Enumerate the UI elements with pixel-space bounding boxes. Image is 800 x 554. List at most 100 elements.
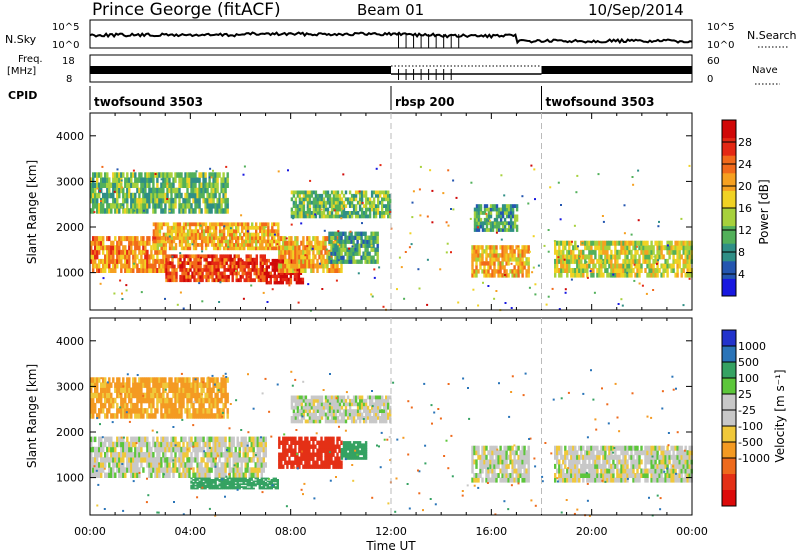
heatmap-cell bbox=[330, 405, 334, 410]
heatmap-cell bbox=[144, 197, 147, 204]
heatmap-cell bbox=[132, 240, 135, 246]
heatmap-cell bbox=[194, 239, 198, 244]
heatmap-cell bbox=[491, 224, 495, 229]
heatmap-cell bbox=[158, 243, 162, 247]
heatmap-cell bbox=[106, 472, 109, 478]
heatmap-cell bbox=[249, 271, 252, 276]
heatmap-cell bbox=[640, 249, 643, 255]
heatmap-cell bbox=[328, 235, 331, 240]
heatmap-cell bbox=[612, 240, 615, 246]
freq-label-line1: Freq. bbox=[18, 54, 43, 65]
heatmap-cell bbox=[199, 261, 202, 265]
heatmap-speckle bbox=[652, 289, 655, 291]
heatmap-cell bbox=[216, 177, 219, 183]
heatmap-cell bbox=[230, 446, 233, 453]
heatmap-cell bbox=[304, 409, 308, 413]
heatmap-cell bbox=[232, 452, 235, 458]
heatmap-cell bbox=[184, 243, 188, 247]
heatmap-cell bbox=[686, 268, 689, 273]
heatmap-cell bbox=[624, 249, 627, 255]
heatmap-cell bbox=[235, 274, 238, 279]
heatmap-cell bbox=[225, 278, 228, 283]
heatmap-cell bbox=[290, 211, 294, 215]
heatmap-cell bbox=[134, 457, 137, 463]
heatmap-cell bbox=[158, 462, 161, 468]
heatmap-cell bbox=[148, 187, 151, 194]
heatmap-cell bbox=[364, 243, 367, 248]
heatmap-cell bbox=[234, 486, 237, 488]
heatmap-cell bbox=[100, 402, 103, 409]
heatmap-cell bbox=[264, 446, 267, 453]
heatmap-cell bbox=[244, 467, 247, 473]
heatmap-cell bbox=[610, 258, 613, 264]
heatmap-cell bbox=[387, 214, 390, 219]
heatmap-cell bbox=[218, 208, 221, 214]
heatmap-cell bbox=[312, 412, 316, 417]
heatmap-cell bbox=[94, 467, 97, 473]
heatmap-cell bbox=[142, 197, 145, 204]
heatmap-cell bbox=[208, 229, 212, 234]
heatmap-cell bbox=[124, 245, 127, 251]
heatmap-cell bbox=[189, 264, 192, 269]
heatmap-cell bbox=[173, 254, 176, 259]
heatmap-cell bbox=[194, 177, 197, 183]
heatmap-cell bbox=[328, 268, 331, 273]
heatmap-cell bbox=[104, 457, 107, 463]
heatmap-cell bbox=[188, 222, 192, 227]
heatmap-cell bbox=[324, 236, 327, 242]
heatmap-cell bbox=[473, 273, 476, 278]
heatmap-cell bbox=[239, 264, 242, 269]
heatmap-cell bbox=[192, 187, 195, 194]
heatmap-cell bbox=[228, 480, 231, 483]
heatmap-cell bbox=[284, 436, 287, 441]
heatmap-cell bbox=[247, 222, 250, 227]
heatmap-cell bbox=[108, 208, 111, 214]
heatmap-cell bbox=[229, 246, 232, 251]
heatmap-cell bbox=[202, 236, 206, 240]
heatmap-cell bbox=[243, 264, 246, 269]
heatmap-cell bbox=[298, 254, 301, 260]
heatmap-cell bbox=[330, 214, 334, 219]
heatmap-cell bbox=[229, 271, 232, 276]
heatmap-cell bbox=[475, 257, 478, 262]
heatmap-cell bbox=[300, 416, 304, 420]
heatmap-cell bbox=[284, 249, 287, 255]
heatmap-cell bbox=[300, 395, 304, 400]
heatmap-cell bbox=[308, 444, 311, 449]
heatmap-cell bbox=[98, 172, 101, 178]
heatmap-cell bbox=[134, 472, 137, 478]
heatmap-cell bbox=[362, 457, 366, 460]
heatmap-cell bbox=[630, 240, 633, 246]
heatmap-speckle bbox=[632, 183, 635, 186]
heatmap-cell bbox=[248, 479, 251, 481]
heatmap-cell bbox=[118, 436, 121, 443]
heatmap-cell bbox=[352, 457, 356, 460]
heatmap-cell bbox=[225, 254, 228, 259]
heatmap-cell bbox=[170, 197, 173, 204]
heatmap-cell bbox=[489, 214, 493, 219]
heatmap-cell bbox=[509, 269, 512, 274]
heatmap-cell bbox=[189, 261, 192, 265]
heatmap-cell bbox=[148, 462, 151, 468]
heatmap-cell bbox=[120, 436, 123, 443]
heatmap-cell bbox=[193, 268, 196, 272]
heatmap-cell bbox=[253, 239, 256, 244]
heatmap-cell bbox=[206, 481, 209, 484]
heatmap-cell bbox=[214, 243, 218, 247]
heatmap-cell bbox=[248, 436, 251, 443]
heatmap-cell bbox=[298, 197, 302, 202]
heatmap-cell bbox=[473, 245, 476, 250]
heatmap-cell bbox=[354, 251, 357, 256]
heatmap-cell bbox=[232, 486, 235, 488]
heatmap-cell bbox=[114, 172, 117, 178]
heatmap-cell bbox=[389, 207, 392, 212]
heatmap-cell bbox=[515, 224, 519, 229]
heatmap-cell bbox=[340, 197, 344, 202]
heatmap-cell bbox=[225, 261, 228, 265]
heatmap-cell bbox=[152, 232, 156, 237]
heatmap-cell bbox=[475, 261, 478, 266]
heatmap-cell bbox=[126, 452, 129, 458]
heatmap-cell bbox=[158, 249, 161, 255]
heatmap-cell bbox=[485, 204, 489, 208]
heatmap-cell bbox=[130, 436, 133, 443]
